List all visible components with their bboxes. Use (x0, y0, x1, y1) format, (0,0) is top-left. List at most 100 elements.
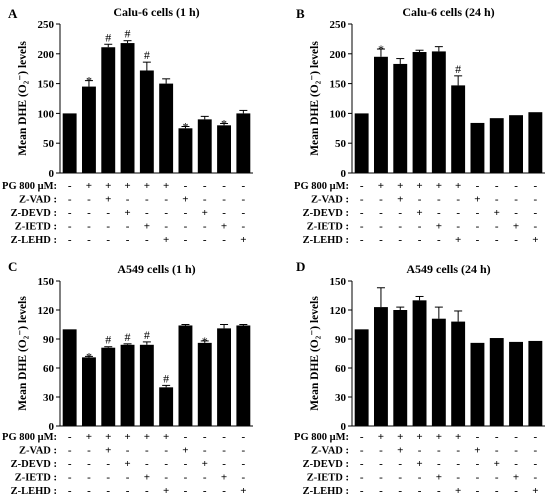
y-tick-label: 50 (335, 138, 347, 150)
treatment-sign: + (378, 180, 384, 192)
treatment-sign: + (105, 445, 111, 457)
treatment-sign: - (242, 194, 246, 206)
treatment-sign: + (105, 431, 111, 443)
treatment-sign: - (456, 207, 460, 219)
treatment-sign: - (379, 458, 383, 470)
bar (236, 113, 251, 173)
treatment-sign: + (494, 458, 500, 470)
treatment-sign: - (222, 445, 226, 457)
treatment-sign: + (202, 458, 208, 470)
treatment-sign: - (222, 234, 226, 246)
treatment-sign: - (534, 472, 538, 484)
y-tick-label: 0 (341, 421, 347, 433)
panel-letter: B (296, 6, 305, 21)
bar (470, 122, 485, 173)
treatment-sign: - (242, 431, 246, 443)
treatment-sign: - (534, 221, 538, 233)
treatment-sign: - (145, 194, 149, 206)
treatment-sign: + (513, 472, 519, 484)
treatment-sign: + (397, 431, 403, 443)
treatment-sign: + (86, 180, 92, 192)
significance-marker: # (105, 333, 111, 347)
bar (431, 51, 446, 173)
treatment-sign: - (68, 431, 72, 443)
treatment-sign: - (242, 221, 246, 233)
y-tick-label: 90 (43, 334, 55, 346)
panel-letter: D (296, 259, 305, 274)
treatment-sign: - (184, 221, 188, 233)
treatment-sign: + (474, 445, 480, 457)
treatment-sign: - (534, 180, 538, 192)
treatment-row-label: PG 800 μM: (2, 181, 57, 192)
treatment-sign: - (184, 207, 188, 219)
treatment-sign: - (87, 472, 91, 484)
y-tick-label: 120 (38, 305, 55, 317)
treatment-sign: + (144, 472, 150, 484)
treatment-sign: + (124, 431, 130, 443)
y-tick-label: 250 (330, 19, 347, 31)
treatment-sign: - (360, 221, 364, 233)
treatment-sign: - (534, 458, 538, 470)
treatment-sign: - (456, 445, 460, 457)
treatment-row-label: Z-LEHD : (11, 486, 57, 497)
treatment-sign: - (495, 445, 499, 457)
treatment-sign: + (416, 431, 422, 443)
significance-marker: * (221, 117, 227, 131)
treatment-sign: - (184, 234, 188, 246)
treatment-sign: - (126, 485, 130, 497)
chart-title: A549 cells (24 h) (406, 262, 490, 276)
treatment-sign: - (68, 445, 72, 457)
y-tick-label: 30 (43, 392, 55, 404)
treatment-sign: - (184, 472, 188, 484)
treatment-sign: - (126, 472, 130, 484)
treatment-sign: - (184, 180, 188, 192)
treatment-sign: - (456, 221, 460, 233)
treatment-sign: - (437, 485, 441, 497)
significance-marker: # (105, 30, 111, 44)
treatment-sign: - (398, 485, 402, 497)
treatment-sign: - (418, 194, 422, 206)
treatment-sign: - (495, 221, 499, 233)
treatment-row-label: Z-IETD : (307, 222, 349, 233)
treatment-sign: - (106, 485, 110, 497)
treatment-sign: - (68, 180, 72, 192)
treatment-sign: - (360, 194, 364, 206)
treatment-sign: + (378, 431, 384, 443)
treatment-sign: - (437, 445, 441, 457)
bar (489, 338, 504, 426)
treatment-sign: - (360, 234, 364, 246)
bar (509, 115, 523, 173)
treatment-row-label: Z-DEVD : (303, 208, 349, 219)
treatment-sign: - (360, 431, 364, 443)
treatment-sign: - (379, 194, 383, 206)
treatment-sign: - (514, 458, 518, 470)
panel-letter: A (8, 6, 18, 21)
treatment-sign: - (68, 485, 72, 497)
treatment-sign: - (398, 458, 402, 470)
y-tick-label: 150 (38, 276, 55, 288)
y-tick-label: 100 (330, 108, 347, 120)
treatment-sign: + (240, 485, 246, 497)
treatment-sign: - (534, 207, 538, 219)
treatment-sign: - (68, 458, 72, 470)
bar (197, 119, 212, 173)
significance-marker: * (202, 334, 208, 348)
panel-c: C A549 cells (1 h) Mean DHE (O₂⁻) levels 0 3… (2, 259, 253, 497)
treatment-sign: - (184, 431, 188, 443)
bar (62, 329, 77, 426)
y-tick-label: 30 (335, 392, 347, 404)
treatment-sign: - (476, 234, 480, 246)
treatment-sign: - (476, 180, 480, 192)
bar (197, 342, 212, 426)
treatment-sign: - (203, 180, 207, 192)
treatment-sign: + (163, 485, 169, 497)
treatment-sign: - (68, 207, 72, 219)
treatment-sign: - (145, 207, 149, 219)
bar (451, 85, 466, 173)
treatment-sign: - (418, 221, 422, 233)
bar (412, 300, 427, 426)
treatment-sign: - (145, 445, 149, 457)
treatment-sign: - (106, 221, 110, 233)
treatment-sign: - (495, 180, 499, 192)
significance-marker: # (455, 62, 461, 76)
